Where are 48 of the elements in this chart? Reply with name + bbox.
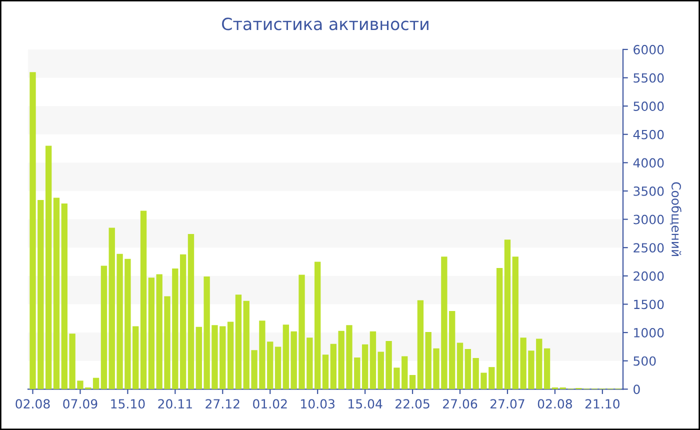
bar xyxy=(148,278,155,390)
bar xyxy=(370,331,376,390)
bar xyxy=(496,268,503,390)
y-tick-label: 5500 xyxy=(634,73,664,83)
y-tick-label: 4000 xyxy=(633,158,664,168)
x-tick-label: 21.10 xyxy=(585,399,620,409)
chart-title: Статистика активности xyxy=(222,18,428,30)
bar xyxy=(188,234,194,390)
x-tick-label: 20.11 xyxy=(158,399,192,409)
y-tick-label: 2500 xyxy=(634,243,664,253)
y-tick-label: 3500 xyxy=(634,186,664,196)
y-tick-label: 1000 xyxy=(634,328,664,338)
bar xyxy=(92,378,100,390)
x-tick-label: 07.09 xyxy=(63,399,98,409)
bar xyxy=(100,266,108,390)
y-tick-label: 6000 xyxy=(634,44,664,54)
bar xyxy=(409,374,416,390)
x-tick-label: 10.03 xyxy=(301,399,334,409)
x-tick-label: 27.07 xyxy=(490,399,524,409)
bar xyxy=(274,346,282,390)
bar xyxy=(53,198,60,390)
y-tick-label: 2000 xyxy=(634,271,664,281)
y-axis-title: Сообщений xyxy=(670,182,682,256)
bar xyxy=(45,146,52,390)
bar xyxy=(456,342,464,390)
y-tick-label: 0 xyxy=(634,384,640,394)
x-tick-label: 27.06 xyxy=(443,399,478,409)
bar xyxy=(140,210,147,390)
x-tick-label: 15.04 xyxy=(348,399,382,409)
bar xyxy=(417,300,424,390)
x-tick-label: 02.08 xyxy=(538,399,572,409)
x-tick-label: 22.05 xyxy=(396,399,430,409)
x-tick-label: 01.02 xyxy=(253,399,287,409)
bar xyxy=(235,294,242,390)
x-tick-label: 15.10 xyxy=(111,399,145,409)
y-tick-label: 3000 xyxy=(634,214,664,224)
y-tick-label: 4500 xyxy=(633,130,664,140)
bar xyxy=(322,354,329,390)
bar xyxy=(362,344,368,390)
bar xyxy=(227,322,234,390)
bar xyxy=(282,324,290,390)
x-tick-label: 27.12 xyxy=(206,399,240,408)
bar xyxy=(544,348,550,390)
bar xyxy=(504,240,511,390)
x-tick-label: 02.08 xyxy=(16,399,50,409)
y-tick-label: 1500 xyxy=(634,300,664,310)
y-tick-label: 500 xyxy=(634,356,656,366)
y-tick-label: 5000 xyxy=(634,102,664,111)
